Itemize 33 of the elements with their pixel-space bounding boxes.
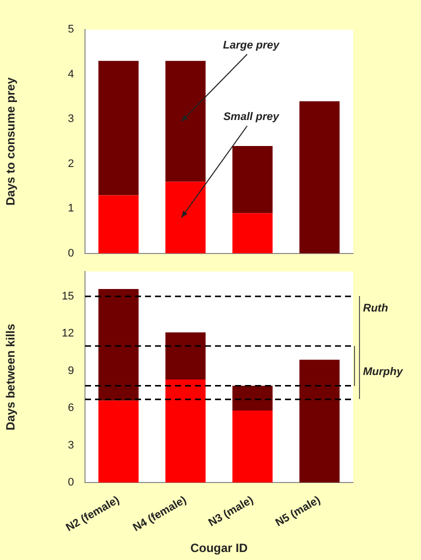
bar — [232, 213, 273, 254]
annotation: Small prey — [223, 110, 280, 123]
y-tick-label: 0 — [68, 476, 74, 489]
bar — [98, 288, 139, 401]
y-tick-label: 3 — [68, 113, 74, 126]
bar — [299, 101, 340, 254]
ref-line-label: Murphy — [363, 366, 404, 378]
bar — [165, 182, 206, 254]
bar — [299, 360, 340, 483]
bar — [98, 400, 139, 483]
bar — [232, 386, 273, 411]
y-tick-label: 12 — [62, 328, 74, 340]
ref-line-label: Ruth — [363, 302, 388, 314]
y-axis-title: Days between kills — [4, 323, 18, 430]
bar — [232, 410, 273, 483]
annotation: Large prey — [223, 39, 280, 52]
y-tick-label: 9 — [68, 364, 74, 377]
bar — [165, 332, 206, 380]
y-tick-label: 4 — [68, 68, 74, 80]
y-axis-title: Days to consume prey — [4, 77, 18, 206]
y-tick-label: 0 — [68, 247, 74, 260]
bar — [98, 195, 139, 254]
x-axis-title: Cougar ID — [190, 541, 248, 556]
y-tick-label: 2 — [68, 158, 74, 170]
bar — [98, 60, 139, 196]
y-tick-label: 15 — [62, 290, 74, 302]
y-tick-label: 6 — [68, 402, 74, 414]
bar — [232, 146, 273, 214]
bar — [165, 380, 206, 483]
y-tick-label: 1 — [68, 202, 74, 215]
bar — [165, 60, 206, 182]
y-tick-label: 3 — [68, 439, 74, 452]
y-tick-label: 5 — [68, 24, 74, 36]
